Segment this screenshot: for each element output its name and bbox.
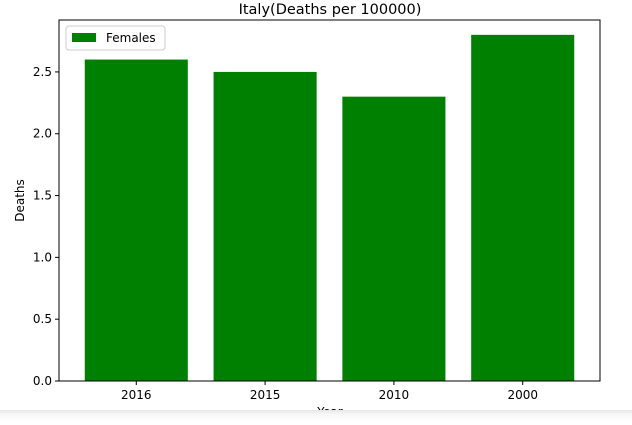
legend-swatch [72,33,96,42]
y-axis: 0.0 0.5 1.0 1.5 2.0 2.5 [33,65,59,388]
bar-2015 [213,71,317,382]
window-bottom-edge [0,410,632,421]
x-axis: 2016 2015 2010 2000 [121,381,538,402]
y-tick-label: 0.5 [33,312,52,326]
bar-2010 [342,96,446,382]
legend: Females [65,25,166,51]
axes-frame [58,19,601,382]
bar-2016 [84,59,188,382]
chart-title: Italy(Deaths per 100000) [239,2,422,18]
y-tick-label: 1.5 [33,189,52,203]
x-tick-label: 2016 [121,388,152,402]
y-tick-label: 2.0 [33,127,52,141]
plot-area [84,34,575,382]
bar-2000 [471,34,575,382]
y-tick-label: 2.5 [33,65,52,79]
y-tick-label: 1.0 [33,250,52,264]
x-tick-label: 2010 [379,388,410,402]
y-tick-label: 0.0 [33,374,52,388]
x-tick-label: 2000 [507,388,538,402]
y-axis-label: Deaths [13,179,27,222]
legend-box [65,25,166,51]
legend-label: Females [106,31,156,45]
x-tick-label: 2015 [250,388,281,402]
